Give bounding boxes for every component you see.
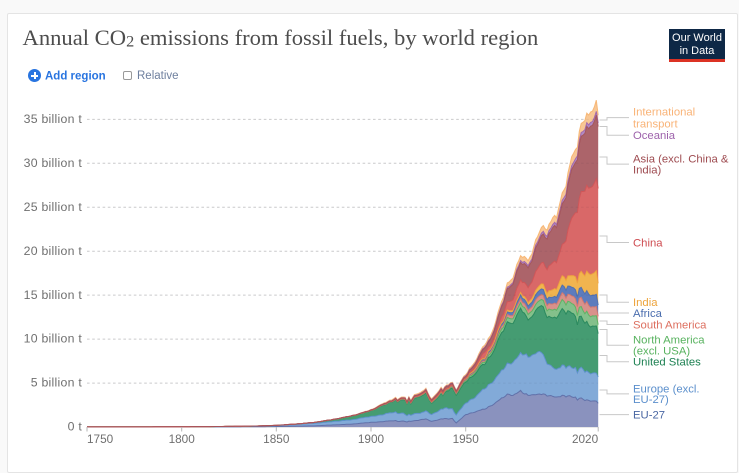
svg-text:30 billion t: 30 billion t <box>24 156 83 170</box>
svg-text:South America: South America <box>633 319 707 331</box>
svg-text:1850: 1850 <box>263 432 290 446</box>
svg-text:Asia (excl. China &: Asia (excl. China & <box>633 153 729 165</box>
svg-text:India: India <box>633 297 658 309</box>
svg-text:25 billion t: 25 billion t <box>24 200 83 214</box>
svg-text:China: China <box>633 237 663 249</box>
svg-text:India): India) <box>633 164 661 176</box>
svg-text:20 billion t: 20 billion t <box>24 244 83 258</box>
svg-text:0 t: 0 t <box>68 420 83 434</box>
svg-text:United States: United States <box>633 357 701 369</box>
svg-text:5 billion t: 5 billion t <box>31 376 83 390</box>
svg-text:10 billion t: 10 billion t <box>24 332 83 346</box>
svg-text:1900: 1900 <box>358 432 385 446</box>
svg-text:2020: 2020 <box>572 432 599 446</box>
svg-text:transport: transport <box>633 118 678 130</box>
svg-text:1800: 1800 <box>169 432 196 446</box>
svg-text:International: International <box>633 107 695 119</box>
svg-text:EU-27: EU-27 <box>633 409 665 421</box>
svg-text:EU-27): EU-27) <box>633 394 669 406</box>
svg-text:(excl. USA): (excl. USA) <box>633 345 690 357</box>
svg-text:Europe (excl.: Europe (excl. <box>633 383 700 395</box>
svg-text:1750: 1750 <box>87 432 114 446</box>
svg-text:North America: North America <box>633 335 705 347</box>
svg-text:1950: 1950 <box>453 432 480 446</box>
svg-text:Oceania: Oceania <box>633 130 676 142</box>
svg-text:15 billion t: 15 billion t <box>24 288 83 302</box>
svg-text:Africa: Africa <box>633 308 663 320</box>
svg-text:35 billion t: 35 billion t <box>24 112 83 126</box>
